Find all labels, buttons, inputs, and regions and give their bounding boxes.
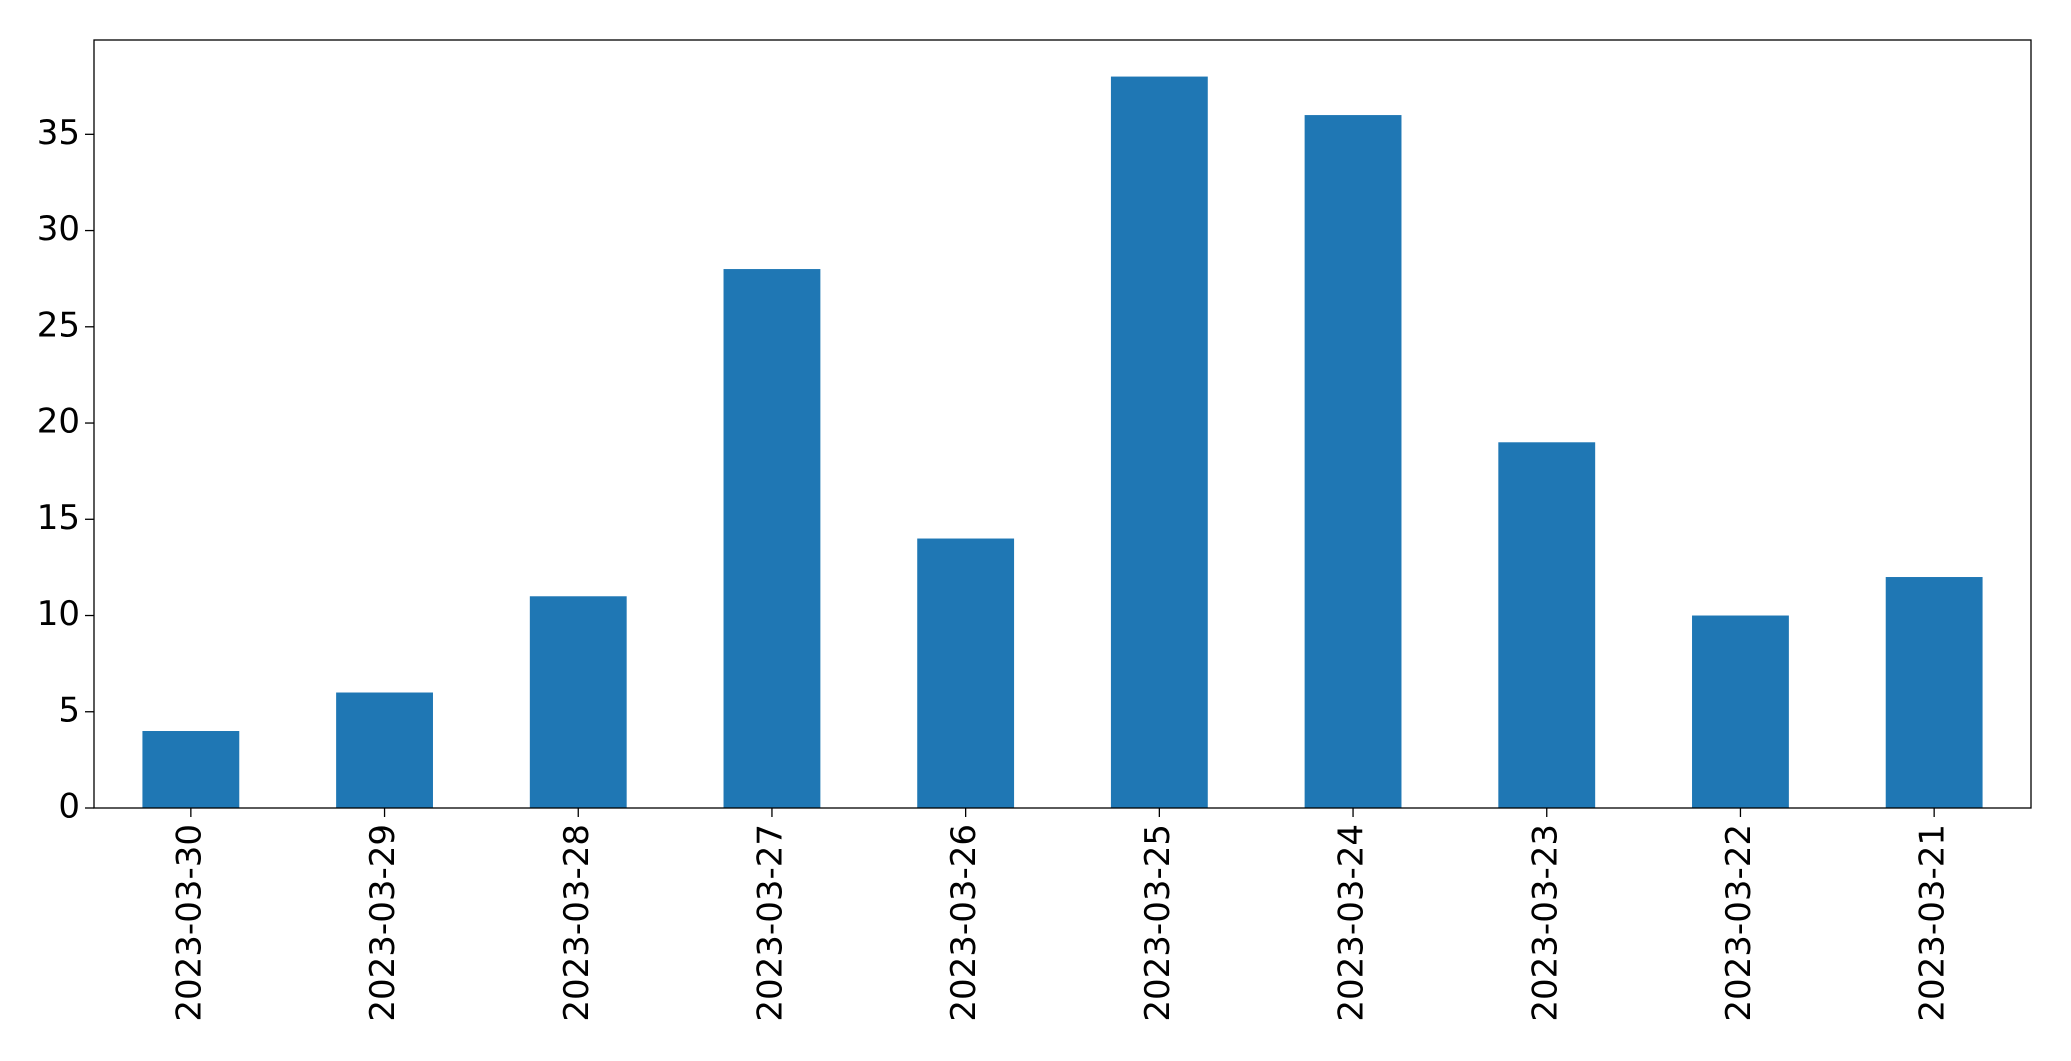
bar bbox=[1304, 115, 1402, 808]
x-tick-label: 2023-03-28 bbox=[557, 824, 597, 1022]
y-tick-label: 25 bbox=[37, 305, 80, 345]
y-tick-label: 5 bbox=[58, 690, 80, 730]
x-tick-label: 2023-03-30 bbox=[169, 824, 209, 1022]
x-tick-label: 2023-03-27 bbox=[750, 824, 790, 1022]
bar bbox=[1498, 442, 1596, 808]
x-tick-label: 2023-03-24 bbox=[1332, 824, 1372, 1022]
y-tick-label: 30 bbox=[37, 209, 80, 249]
y-tick-label: 10 bbox=[37, 594, 80, 634]
y-tick-label: 15 bbox=[37, 498, 80, 538]
x-tick-label: 2023-03-23 bbox=[1525, 824, 1565, 1022]
bar bbox=[1885, 577, 1983, 808]
x-tick-label: 2023-03-26 bbox=[944, 824, 984, 1022]
x-tick-label: 2023-03-29 bbox=[363, 824, 403, 1022]
bar bbox=[1692, 615, 1789, 808]
bar bbox=[1110, 76, 1208, 809]
x-tick-label: 2023-03-25 bbox=[1138, 824, 1178, 1022]
plot-frame bbox=[93, 39, 2032, 809]
y-tick-label: 35 bbox=[37, 113, 80, 153]
bar bbox=[917, 538, 1015, 808]
bar bbox=[723, 269, 821, 809]
bar bbox=[142, 731, 240, 808]
x-tick-label: 2023-03-21 bbox=[1913, 824, 1953, 1022]
x-tick-label: 2023-03-22 bbox=[1719, 824, 1759, 1022]
y-tick-label: 0 bbox=[58, 787, 80, 827]
y-tick-label: 20 bbox=[37, 402, 80, 442]
bar bbox=[529, 596, 627, 808]
bar bbox=[336, 692, 433, 808]
